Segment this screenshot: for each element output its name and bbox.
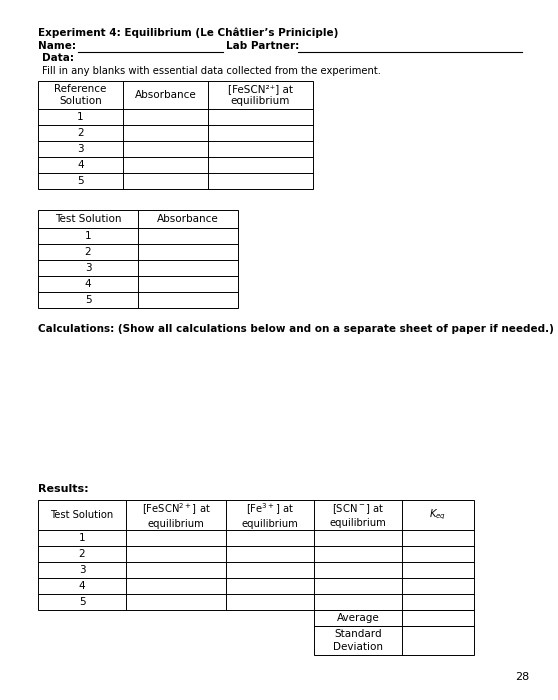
Text: 4: 4 [85, 279, 92, 289]
Text: Calculations: (Show all calculations below and on a separate sheet of paper if n: Calculations: (Show all calculations bel… [38, 324, 554, 334]
Bar [38, 210, 238, 308]
Text: [FeSCN$^{2+}$] at
equilibrium: [FeSCN$^{2+}$] at equilibrium [142, 501, 210, 528]
Text: 5: 5 [85, 295, 92, 305]
Text: 5: 5 [79, 597, 85, 607]
Text: 28: 28 [515, 672, 529, 682]
Text: $K_{eq}$: $K_{eq}$ [430, 508, 446, 522]
Text: 4: 4 [79, 581, 85, 591]
Text: 3: 3 [79, 565, 85, 575]
Text: 2: 2 [79, 549, 85, 559]
Text: [FeSCN²⁺] at
equilibrium: [FeSCN²⁺] at equilibrium [228, 84, 293, 106]
Text: 1: 1 [77, 112, 84, 122]
Text: Name:: Name: [38, 41, 76, 51]
Bar [314, 626, 474, 655]
Text: Reference
Solution: Reference Solution [54, 84, 107, 106]
Bar [38, 500, 474, 610]
Text: [Fe$^{3+}$] at
equilibrium: [Fe$^{3+}$] at equilibrium [242, 501, 299, 528]
Text: 3: 3 [85, 263, 92, 273]
Text: Lab Partner:: Lab Partner: [226, 41, 299, 51]
Text: 2: 2 [77, 128, 84, 138]
Text: 4: 4 [77, 160, 84, 170]
Text: Absorbance: Absorbance [134, 90, 196, 100]
Text: 3: 3 [77, 144, 84, 154]
Text: 1: 1 [85, 231, 92, 241]
Text: Average: Average [336, 613, 379, 623]
Text: 1: 1 [79, 533, 85, 543]
Text: Fill in any blanks with essential data collected from the experiment.: Fill in any blanks with essential data c… [42, 66, 381, 76]
Text: Results:: Results: [38, 484, 89, 494]
Text: 2: 2 [85, 247, 92, 257]
Bar [314, 610, 474, 626]
Text: Test Solution: Test Solution [50, 510, 114, 520]
Text: Data:: Data: [42, 53, 74, 63]
Text: 5: 5 [77, 176, 84, 186]
Text: [SCN$^-$] at
equilibrium: [SCN$^-$] at equilibrium [330, 503, 386, 528]
Text: Test Solution: Test Solution [55, 214, 121, 224]
Bar [38, 81, 313, 189]
Text: Absorbance: Absorbance [157, 214, 219, 224]
Text: Standard
Deviation: Standard Deviation [333, 629, 383, 652]
Text: Experiment 4: Equilibrium (Le Châtlier’s Priniciple): Experiment 4: Equilibrium (Le Châtlier’s… [38, 28, 338, 38]
